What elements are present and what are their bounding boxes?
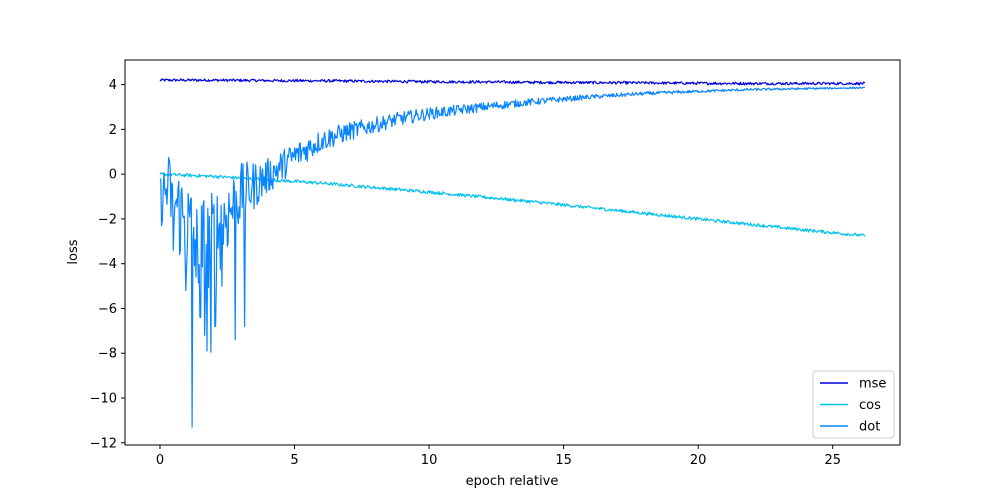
series-line-mse xyxy=(159,78,866,86)
legend-label-mse: mse xyxy=(859,377,886,392)
series-line-dot xyxy=(159,86,866,428)
x-axis-label: epoch relative xyxy=(466,474,559,489)
y-tick-label: 4 xyxy=(109,78,117,93)
legend: mse cos dot xyxy=(812,370,895,439)
y-tick-label: −2 xyxy=(98,212,117,227)
axes-frame xyxy=(124,59,901,446)
y-axis: 4 2 0 −2 −4 −6 −8 −10 −12 xyxy=(90,78,125,451)
series-layer xyxy=(159,78,866,428)
y-tick-label: 0 xyxy=(109,168,117,183)
x-tick-label: 10 xyxy=(421,453,438,468)
x-axis: 0 5 10 15 20 25 xyxy=(156,445,841,468)
x-tick-label: 20 xyxy=(690,453,707,468)
y-tick-label: −8 xyxy=(98,347,117,362)
x-tick-label: 15 xyxy=(555,453,572,468)
y-tick-label: −6 xyxy=(98,302,117,317)
legend-label-cos: cos xyxy=(859,398,881,413)
y-tick-label: −4 xyxy=(98,257,117,272)
y-tick-label: −12 xyxy=(90,436,117,451)
plot-area xyxy=(125,60,900,445)
y-tick-label: −10 xyxy=(90,391,117,406)
legend-box xyxy=(812,370,895,439)
legend-label-dot: dot xyxy=(859,420,880,435)
y-tick-label: 2 xyxy=(109,123,117,138)
x-tick-label: 25 xyxy=(824,453,841,468)
y-axis-label: loss xyxy=(66,239,81,264)
x-tick-label: 5 xyxy=(290,453,298,468)
x-tick-label: 0 xyxy=(156,453,164,468)
